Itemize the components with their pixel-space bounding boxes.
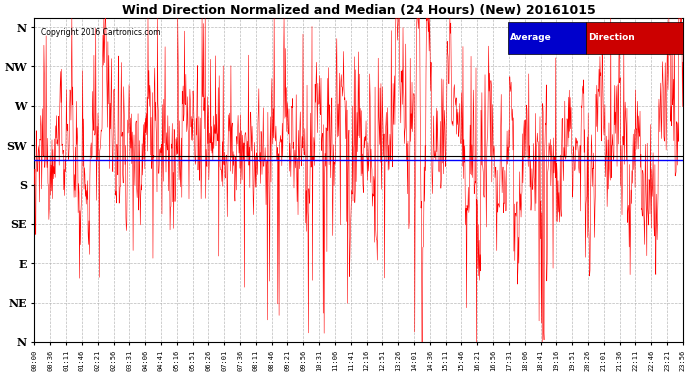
Text: Average: Average — [511, 33, 552, 42]
Title: Wind Direction Normalized and Median (24 Hours) (New) 20161015: Wind Direction Normalized and Median (24… — [121, 4, 595, 17]
Text: Direction: Direction — [588, 33, 635, 42]
FancyBboxPatch shape — [586, 22, 683, 54]
Text: Copyright 2016 Cartronics.com: Copyright 2016 Cartronics.com — [41, 28, 160, 37]
FancyBboxPatch shape — [508, 22, 586, 54]
